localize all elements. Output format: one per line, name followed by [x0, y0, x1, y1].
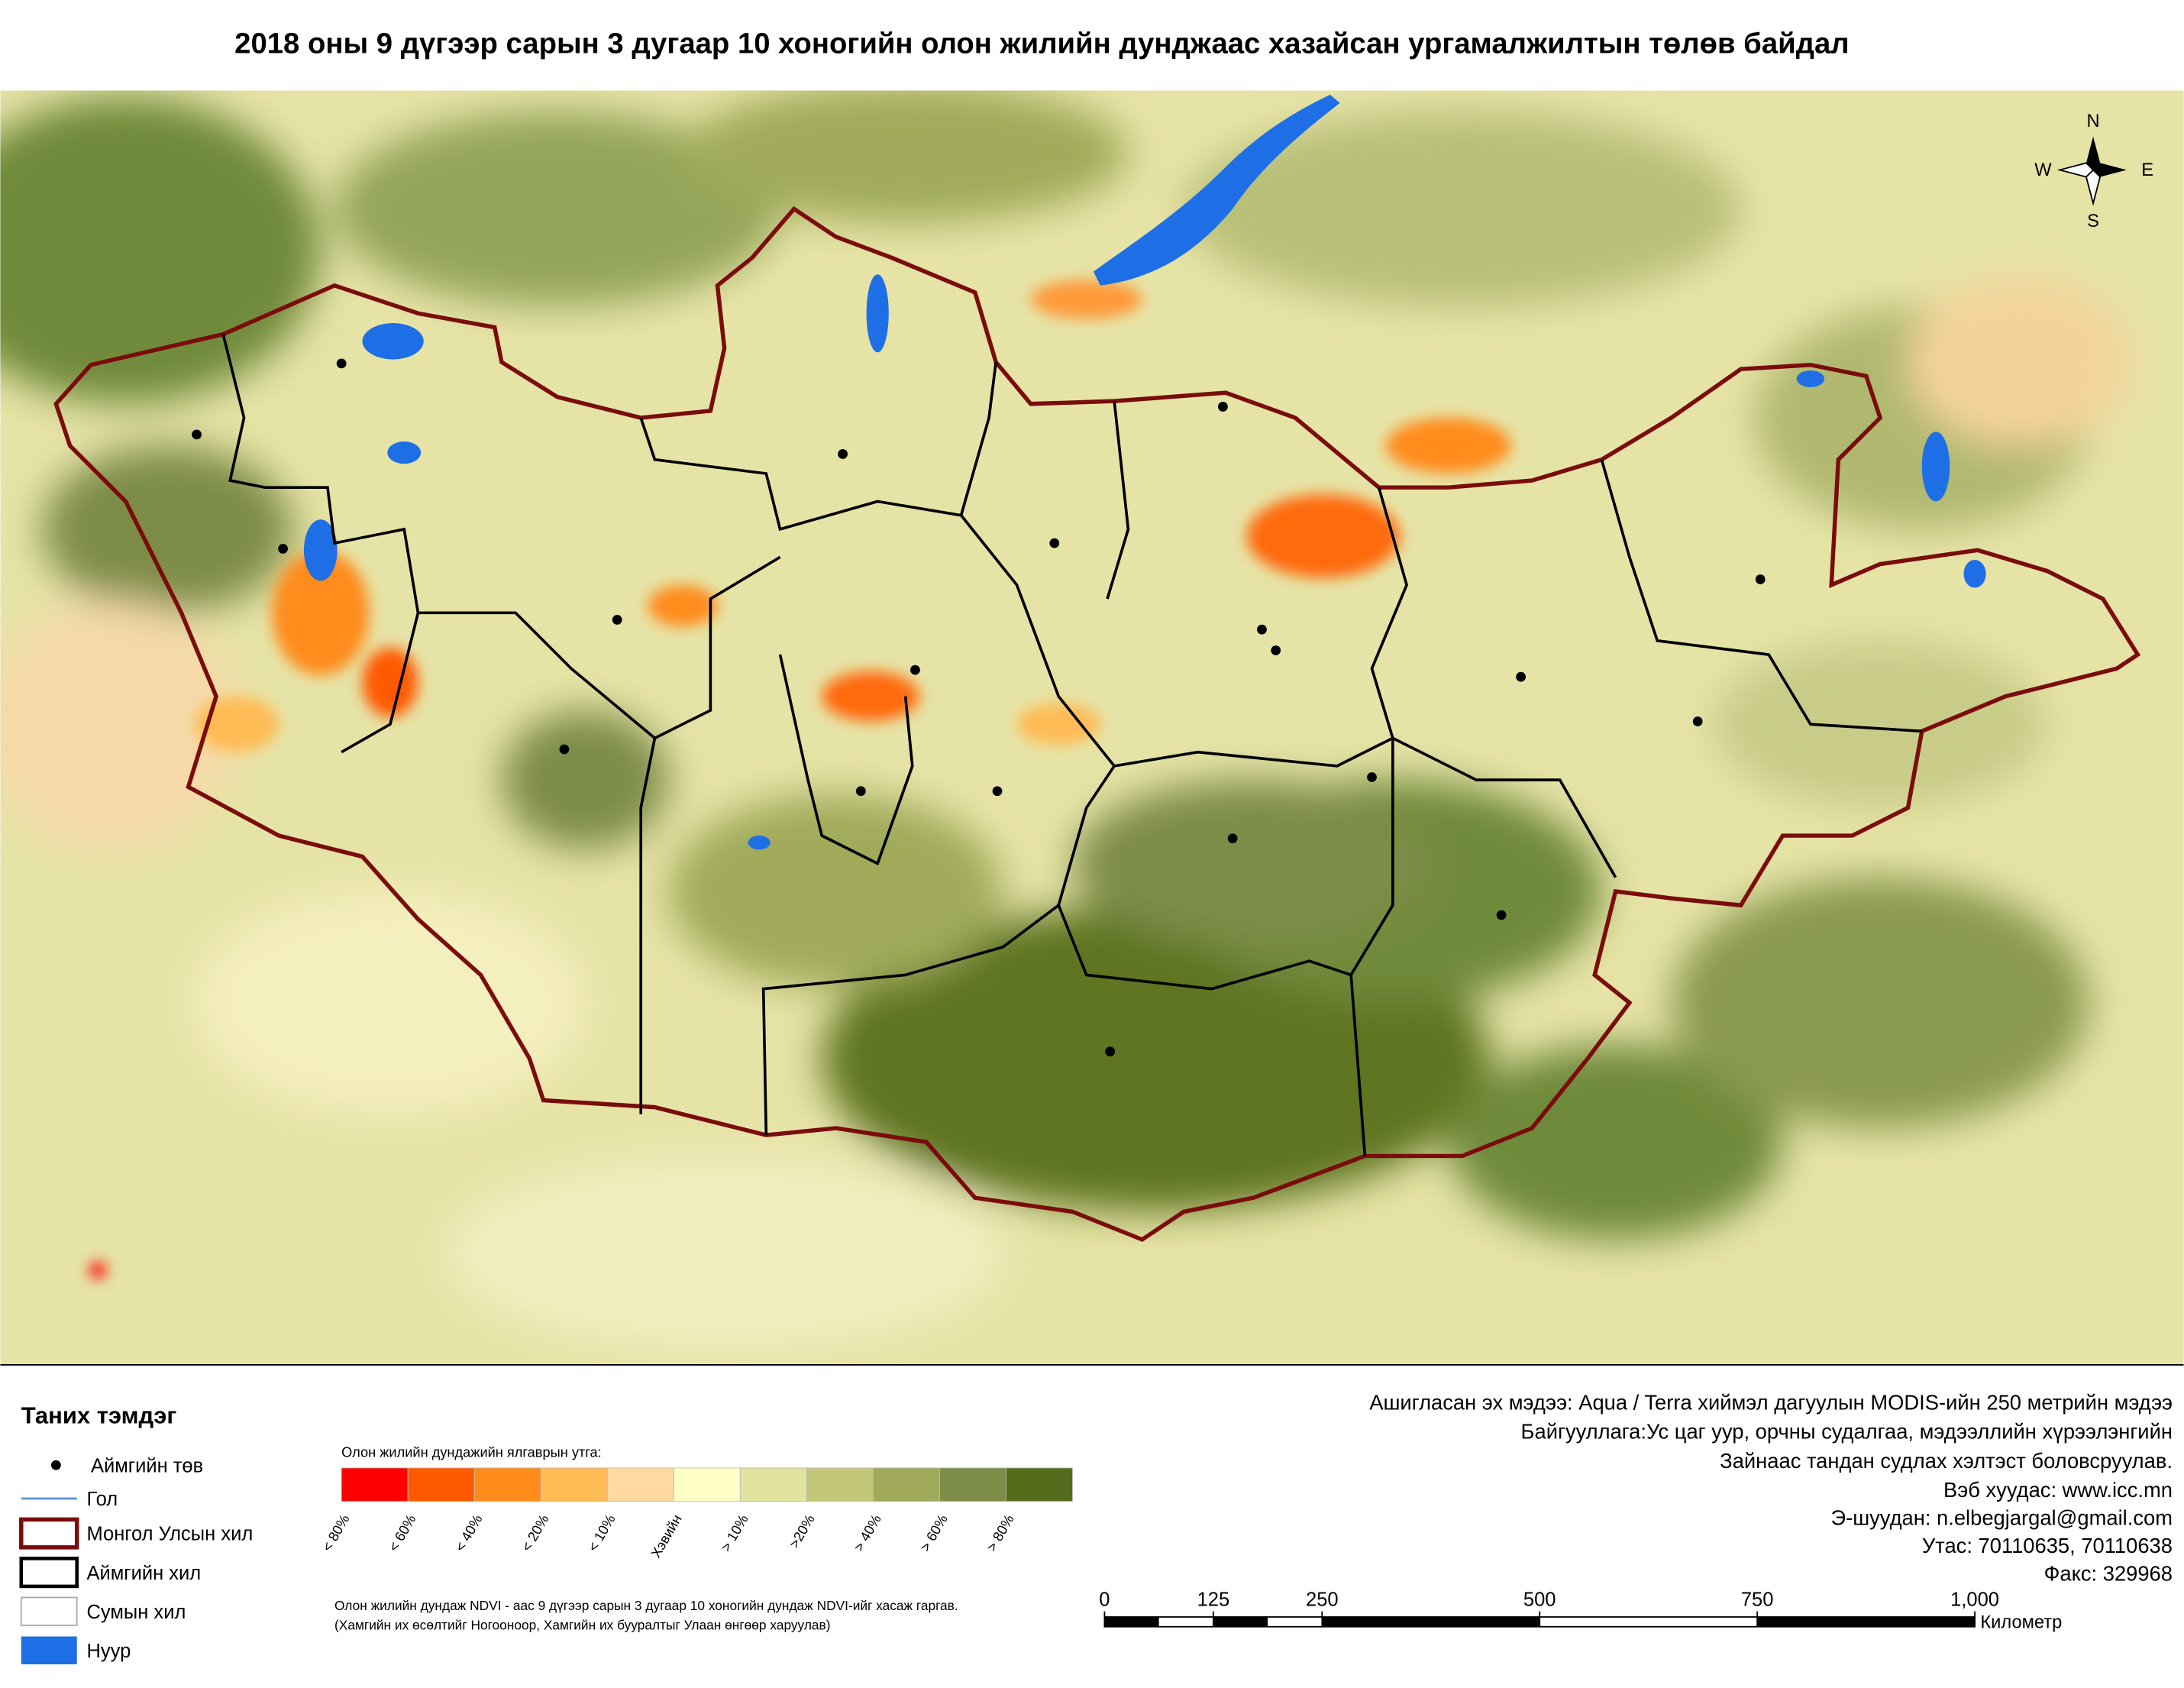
province-borders [221, 334, 1922, 1156]
legend-symbol-national [19, 1517, 79, 1550]
info-line: Байгууллага:Ус цаг уур, орчны судалгаа, … [1521, 1420, 2173, 1444]
compass-south: S [2087, 212, 2099, 231]
national-border [53, 205, 2141, 1242]
color-swatch [540, 1467, 608, 1502]
lakes [303, 94, 1986, 850]
color-swatch [739, 1467, 807, 1502]
note: Олон жилийн дундаж NDVI - аас 9 дүгээр с… [334, 1598, 958, 1613]
scale-label: 1,000 [1950, 1589, 1999, 1610]
compass-north: N [2086, 112, 2099, 131]
color-swatch [673, 1467, 741, 1502]
legend-title: Таних тэмдэг [21, 1402, 177, 1429]
color-swatch [939, 1467, 1006, 1502]
scale-label: 250 [1306, 1589, 1339, 1610]
color-swatch [1005, 1467, 1073, 1502]
info-line: Э-шуудан: n.elbegjargal@gmail.com [1830, 1506, 2173, 1530]
legend-label: Аймгийн төв [91, 1455, 203, 1476]
scale-unit: Километр [1980, 1613, 2062, 1633]
info-line: Факс: 329968 [2044, 1562, 2173, 1586]
vegetation-patches [0, 90, 2131, 1351]
legend-label: Аймгийн хил [86, 1563, 201, 1584]
info-line: Ашигласан эх мэдээ: Aqua / Terra хиймэл … [1369, 1390, 2173, 1414]
color-swatch [806, 1467, 874, 1502]
note: (Хамгийн их өсөлтийг Ногооноор, Хамгийн … [334, 1617, 830, 1632]
color-swatch [473, 1467, 541, 1502]
scale-segment [1213, 1617, 1268, 1627]
legend-symbol-center [50, 1460, 61, 1470]
decline-patches [89, 280, 1511, 1279]
legend-label: Сумын хил [86, 1602, 186, 1623]
ndvi-map: N S W E [0, 90, 2184, 1365]
legend-symbol-province [19, 1557, 79, 1589]
color-swatch [341, 1467, 409, 1502]
color-swatch [872, 1467, 940, 1502]
legend-symbol-sum [20, 1596, 78, 1626]
legend-label: Монгол Улсын хил [86, 1524, 253, 1545]
compass-west: W [2034, 160, 2052, 180]
map-title: 2018 оны 9 дүгээр сарын 3 дугаар 10 хоно… [234, 27, 1849, 60]
scale-label: 125 [1197, 1589, 1230, 1610]
info-line: Утас: 70110635, 70110638 [1922, 1534, 2173, 1557]
info-line: Вэб хуудас: www.icc.mn [1943, 1478, 2173, 1502]
color-legend-title: Олон жилийн дундажийн ялгаврын утга: [341, 1444, 602, 1460]
scale-label: 750 [1741, 1589, 1774, 1610]
info: Ашигласан эх мэдээ: Aqua / Terra хиймэл … [1369, 1390, 2173, 1585]
notes: Олон жилийн дундаж NDVI - аас 9 дүгээр с… [334, 1598, 958, 1633]
province-centers [192, 358, 1766, 1057]
scale-bar: 0 125 250 500 750 1,000 Километр [1099, 1589, 2062, 1632]
legend-symbol-lake [21, 1636, 77, 1665]
color-swatch [606, 1467, 674, 1502]
legend-label: Гол [86, 1489, 118, 1510]
scale-segment [1104, 1617, 1159, 1627]
compass-east: E [2141, 160, 2153, 180]
scale-segment [1757, 1617, 1976, 1627]
legend: Аймгийн төв Гол Монгол Улсын хил Аймгийн хи… [19, 1455, 253, 1665]
color-swatch [407, 1467, 475, 1502]
scale-label: 0 [1099, 1589, 1110, 1610]
legend-label: Нуур [86, 1641, 131, 1662]
info-line: Зайнаас тандан судлах хэлтэст боловсруул… [1720, 1449, 2173, 1473]
scale-segment [1322, 1617, 1540, 1627]
compass: N S W E [2034, 112, 2153, 231]
scale-label: 500 [1523, 1589, 1556, 1610]
